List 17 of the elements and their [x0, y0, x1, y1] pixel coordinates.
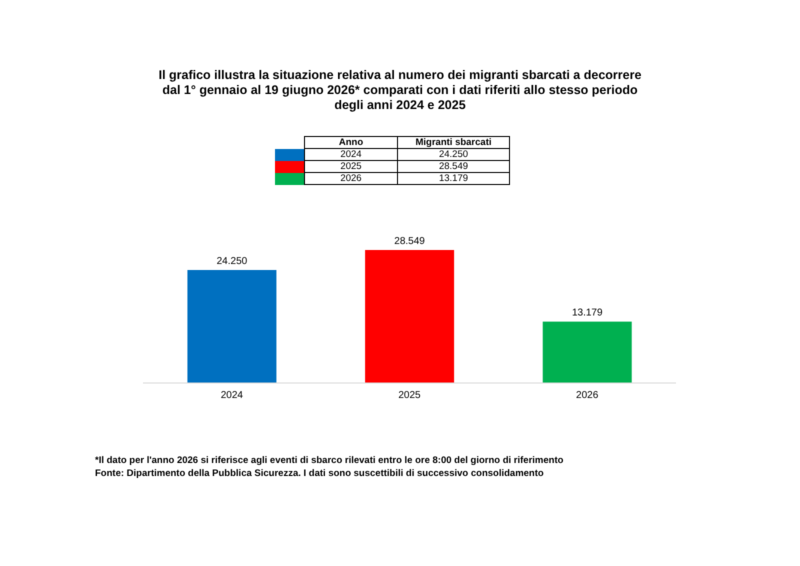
text: 13.179: [438, 173, 468, 184]
data-label: 28.549: [394, 236, 426, 247]
x-tick-label: 2024: [220, 390, 244, 402]
category-label: 2024: [340, 149, 362, 160]
category-label: 2025: [340, 161, 362, 172]
x-tick-label: 2026: [576, 390, 599, 402]
category-label: 2026: [340, 173, 362, 184]
source-note: Fonte: Dipartimento della Pubblica Sicurezza. I dati sono suscettibili di successivo consolidamento: [95, 468, 544, 479]
text: *Il dato per l'anno 2026 si riferisce agli eventi di sbarco rilevati entro le ore 8:00 del giorno di riferimento: [95, 455, 564, 466]
text: 24.250: [438, 149, 468, 160]
text: 28.549: [438, 161, 468, 172]
x-tick-label: 2025: [398, 390, 422, 402]
text: Anno: [304, 136, 398, 148]
chart-title: Il grafico illustra la situazione relativa al numero dei migranti sbarcati a decorrere dal 1° gennaio al 19 giugno 2026* comparati con i dati riferiti allo stesso periodo degli anni 2024 e 2025: [158, 68, 642, 113]
data-label: 13.179: [572, 308, 603, 319]
data-label: 24.250: [216, 256, 248, 268]
text: Migranti sbarcati: [398, 136, 510, 148]
